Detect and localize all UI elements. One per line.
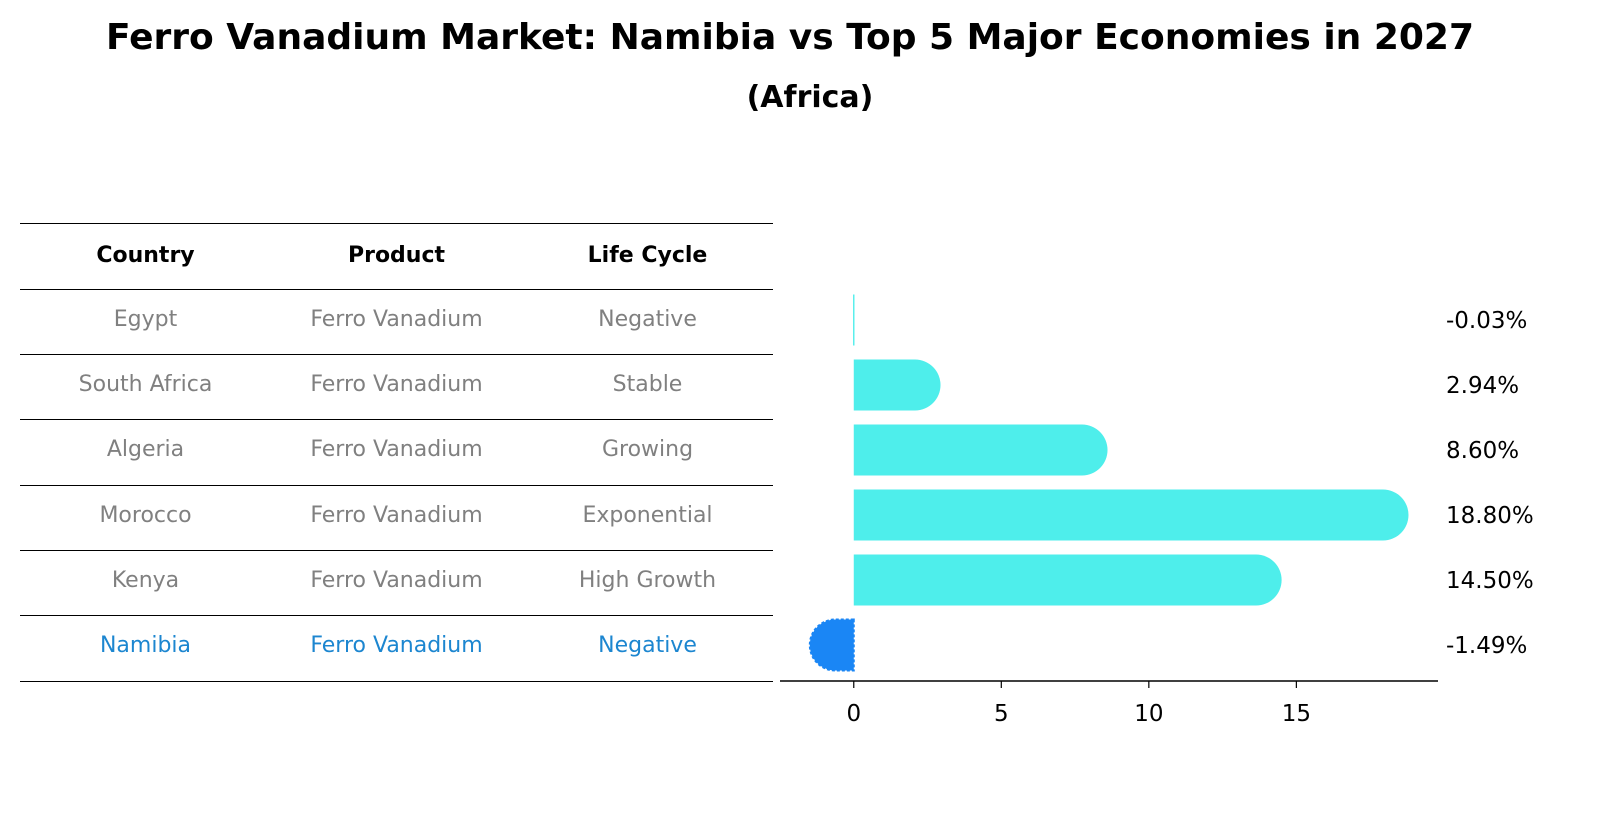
bar-morocco [853,489,1409,541]
table-cell-country: Egypt [113,307,178,332]
table-rule [20,550,773,551]
table-cell-country: Namibia [99,633,192,658]
bar-chart-svg: -0.03% 2.94% 8.60% 18.80% 14.50% -1.49% 0 5 10 15 [780,294,1534,727]
value-label: -1.49% [1446,633,1527,659]
table-cell-product: Ferro Vanadium [310,503,483,528]
x-tick-label: 15 [1282,701,1311,727]
value-label: 2.94% [1446,373,1519,399]
chart-title: Ferro Vanadium Market: Namibia vs Top 5 … [105,17,1475,58]
value-label: -0.03% [1446,308,1527,334]
table-cell-life-cycle: Negative [598,633,697,658]
table-cell-life-cycle: Exponential [582,503,713,528]
table-cell-country: Kenya [111,568,180,593]
table-rule [20,223,773,224]
column-header-life-cycle: Life Cycle [587,243,708,268]
bar-kenya [853,554,1282,606]
table-rule [20,681,773,682]
table-rule [20,289,773,290]
table-cell-life-cycle: High Growth [578,568,717,593]
table-rule [20,485,773,486]
table-cell-product: Ferro Vanadium [310,568,483,593]
bar-namibia [808,618,855,672]
table-cell-product: Ferro Vanadium [310,372,483,397]
table-cell-life-cycle: Stable [612,372,683,397]
table-cell-product: Ferro Vanadium [310,633,483,658]
value-label: 14.50% [1446,568,1534,594]
x-tick-label: 0 [846,701,861,727]
table-cell-country: Algeria [106,437,185,462]
x-tick-label: 5 [994,701,1009,727]
table-cell-product: Ferro Vanadium [310,437,483,462]
column-header-product: Product [347,243,446,268]
bar-south-africa [853,359,941,411]
table-cell-life-cycle: Negative [598,307,697,332]
table-cell-country: Morocco [99,503,192,528]
growth-bar-chart: -0.03% 2.94% 8.60% 18.80% 14.50% -1.49% 0 5 10 15 [780,223,1580,747]
x-tick-label: 10 [1134,701,1163,727]
bar-egypt [853,294,855,346]
table-rule [20,615,773,616]
value-label: 18.80% [1446,503,1534,529]
table-cell-product: Ferro Vanadium [310,307,483,332]
table-rule [20,354,773,355]
table-cell-life-cycle: Growing [601,437,694,462]
chart-subtitle: (Africa) [746,80,874,115]
value-label: 8.60% [1446,438,1519,464]
table-rule [20,419,773,420]
column-header-country: Country [96,243,195,268]
table-cell-country: South Africa [78,372,213,397]
bar-algeria [853,424,1108,476]
